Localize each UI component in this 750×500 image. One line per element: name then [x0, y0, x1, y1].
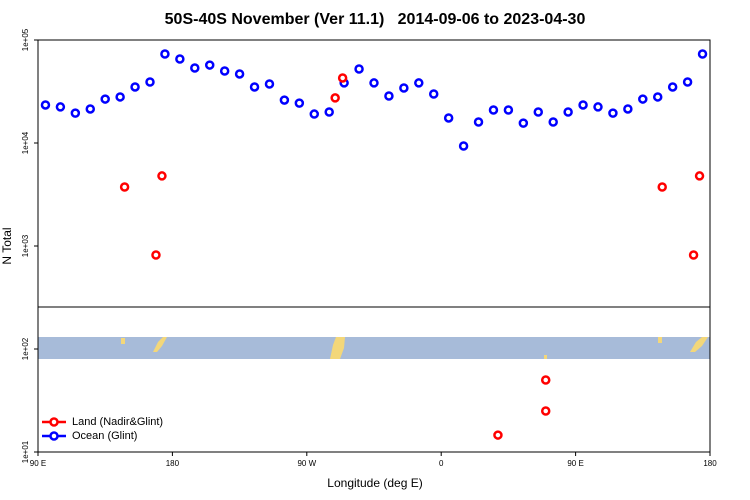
land-patch: [330, 337, 345, 359]
point: [493, 430, 503, 440]
point: [337, 73, 348, 83]
point: [697, 49, 708, 59]
point: [414, 78, 424, 88]
point: [294, 98, 305, 108]
plot-frame: [37, 39, 711, 453]
point: [354, 64, 364, 74]
point: [55, 102, 66, 112]
x-axis-title: Longitude (deg E): [327, 476, 422, 490]
point: [145, 77, 155, 87]
plot-area: [40, 49, 708, 440]
legend-marker: [49, 417, 59, 427]
point: [593, 102, 603, 112]
point: [119, 182, 130, 192]
point: [682, 77, 693, 87]
point: [667, 82, 678, 92]
point: [130, 82, 140, 92]
land-patch: [690, 337, 708, 352]
x-tick-label: 0: [439, 459, 444, 468]
y-tick-label: 1e+04: [21, 131, 30, 154]
point: [458, 141, 469, 151]
point: [234, 69, 245, 79]
point: [657, 182, 667, 192]
x-tick-label: 180: [703, 459, 717, 468]
point: [694, 171, 705, 181]
land-patch: [153, 337, 167, 352]
point: [688, 250, 699, 260]
point: [488, 105, 499, 115]
y-axis-title: N Total: [0, 227, 14, 264]
y-tick-label: 1e+05: [21, 28, 30, 51]
point: [578, 100, 588, 110]
point: [563, 107, 573, 117]
point: [70, 108, 81, 118]
land-patch: [658, 337, 662, 343]
point: [151, 250, 161, 260]
point: [100, 94, 110, 104]
point: [249, 82, 260, 92]
legend-label: Ocean (Glint): [72, 430, 137, 442]
point: [623, 104, 633, 114]
point: [264, 79, 275, 89]
x-tick-label: 90 E: [30, 459, 46, 468]
land-patch: [544, 355, 547, 359]
y-tick-label: 1e+02: [21, 337, 30, 360]
point: [40, 100, 51, 110]
point: [330, 93, 340, 103]
point: [219, 66, 230, 76]
point: [115, 92, 125, 102]
x-tick-label: 90 E: [567, 459, 583, 468]
land-patch: [121, 338, 125, 344]
point: [443, 113, 454, 123]
legend: Land (Nadir&Glint) Ocean (Glint): [42, 416, 163, 442]
point: [533, 107, 544, 117]
point: [518, 118, 529, 128]
y-tick-label: 1e+03: [21, 234, 30, 257]
point: [548, 117, 558, 127]
y-tick-label: 1e+01: [21, 440, 30, 463]
point: [608, 108, 618, 118]
point: [384, 91, 394, 101]
point: [160, 49, 170, 59]
point: [309, 109, 320, 119]
legend-marker: [49, 431, 59, 441]
point: [473, 117, 484, 127]
point: [175, 54, 185, 64]
ocean-band: [38, 337, 710, 359]
point: [638, 94, 648, 104]
point: [204, 60, 215, 70]
legend-label: Land (Nadir&Glint): [72, 416, 163, 428]
point: [428, 89, 439, 99]
point: [324, 107, 334, 117]
map-strip: [38, 337, 710, 359]
point: [540, 406, 551, 416]
point: [540, 375, 551, 385]
chart-title: 50S-40S November (Ver 11.1) 2014-09-06 t…: [165, 11, 586, 28]
point: [85, 104, 96, 114]
x-tick-label: 180: [166, 459, 180, 468]
point: [503, 105, 514, 115]
x-tick-label: 90 W: [297, 459, 316, 468]
point: [399, 83, 409, 93]
point: [369, 78, 379, 88]
point: [190, 63, 200, 73]
point: [157, 171, 167, 181]
point: [652, 92, 663, 102]
point: [279, 95, 290, 105]
